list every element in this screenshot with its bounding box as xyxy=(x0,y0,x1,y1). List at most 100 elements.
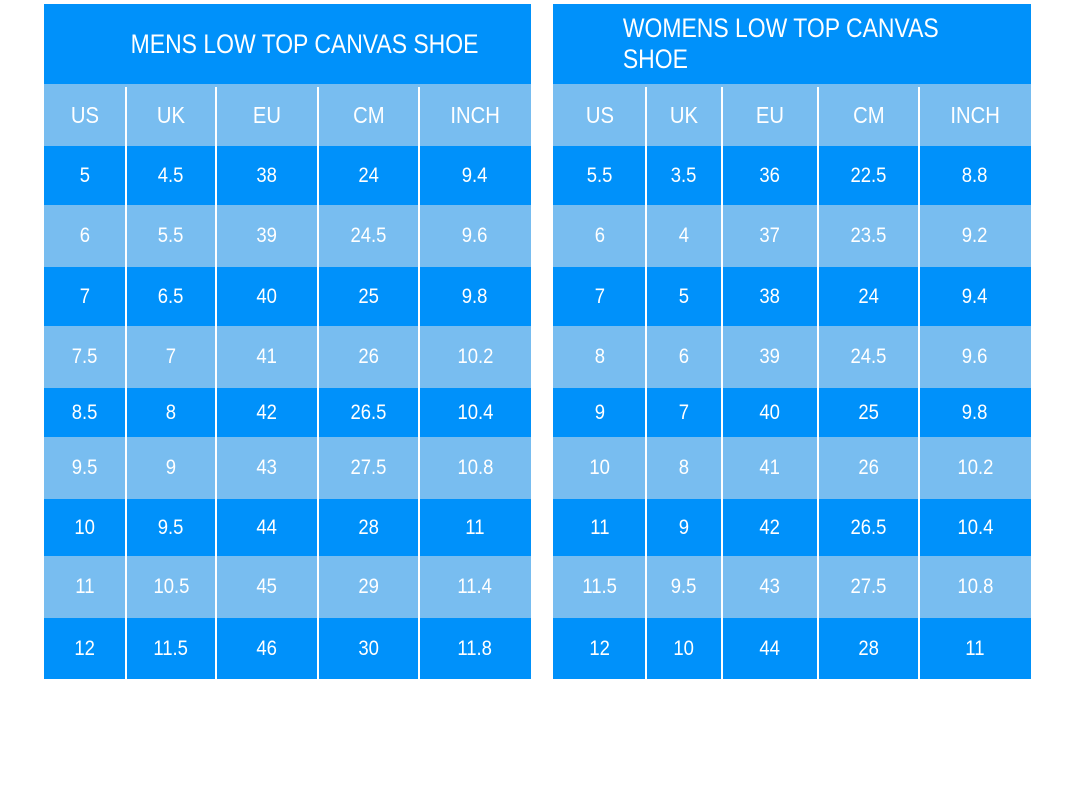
cell-text: 5 xyxy=(678,284,690,308)
cell-text: 36 xyxy=(759,163,781,187)
table-cell: 44 xyxy=(216,499,318,556)
table-cell: 4.5 xyxy=(126,146,216,205)
table-row: 10 8 41 26 10.2 xyxy=(553,437,1031,499)
column-header: EU xyxy=(722,84,818,146)
table-row: 11 9 42 26.5 10.4 xyxy=(553,499,1031,556)
table-cell: 30 xyxy=(318,618,419,679)
cell-text: 10.5 xyxy=(153,575,189,598)
cell-text: 38 xyxy=(759,284,781,308)
mens-size-table: MENS LOW TOP CANVAS SHOE US UK EU CM INCH 5 4.5… xyxy=(44,4,531,679)
column-header-row: US UK EU CM INCH xyxy=(44,84,531,146)
table-cell: 42 xyxy=(722,499,818,556)
table-cell: 22.5 xyxy=(818,146,919,205)
cell-text: 42 xyxy=(759,515,781,539)
cell-text: 26.5 xyxy=(350,400,387,424)
cell-text: 29 xyxy=(358,575,379,598)
cell-text: 40 xyxy=(256,284,278,308)
cell-text: 11.5 xyxy=(153,636,189,660)
table-cell: 11 xyxy=(44,556,126,618)
table-cell: 41 xyxy=(216,326,318,388)
column-header: CM xyxy=(818,84,919,146)
cell-text: 43 xyxy=(256,456,278,479)
table-cell: 38 xyxy=(216,146,318,205)
cell-text: 10.8 xyxy=(457,456,493,479)
cell-text: 22.5 xyxy=(850,163,887,187)
table-cell: 43 xyxy=(722,556,818,618)
column-divider xyxy=(721,87,723,679)
cell-text: 28 xyxy=(358,515,379,539)
table-cell: 11 xyxy=(419,499,531,556)
table-cell: 24.5 xyxy=(818,326,919,388)
cell-text: 7 xyxy=(79,284,91,308)
cell-text: 9.4 xyxy=(462,163,488,187)
column-header: UK xyxy=(646,84,722,146)
cell-text: 38 xyxy=(256,163,278,187)
table-cell: 10.4 xyxy=(419,388,531,437)
table-cell: 39 xyxy=(216,205,318,267)
column-header: CM xyxy=(318,84,419,146)
column-divider xyxy=(125,87,127,679)
cell-text: 25 xyxy=(858,400,879,424)
cell-text: 11.4 xyxy=(457,575,493,598)
table-cell: 46 xyxy=(216,618,318,679)
cell-text: 9.6 xyxy=(462,224,488,247)
table-cell: 9 xyxy=(646,499,722,556)
cell-text: 41 xyxy=(759,456,781,479)
table-cell: 36 xyxy=(722,146,818,205)
table-cell: 10 xyxy=(553,437,646,499)
table-cell: 10 xyxy=(44,499,126,556)
cell-text: US xyxy=(585,101,614,128)
table-cell: 5.5 xyxy=(553,146,646,205)
table-row: 8 6 39 24.5 9.6 xyxy=(553,326,1031,388)
cell-text: UK xyxy=(669,101,699,128)
table-cell: 25 xyxy=(818,388,919,437)
table-cell: 10.2 xyxy=(919,437,1031,499)
cell-text: 11.5 xyxy=(582,575,617,598)
table-row: 12 10 44 28 11 xyxy=(553,618,1031,679)
cell-text: CM xyxy=(352,101,385,128)
cell-text: 9 xyxy=(678,515,690,539)
cell-text: 6.5 xyxy=(158,284,184,308)
table-cell: 28 xyxy=(318,499,419,556)
table-cell: 28 xyxy=(818,618,919,679)
table-cell: 5 xyxy=(646,267,722,326)
cell-text: 9.4 xyxy=(962,284,988,308)
table-cell: 10.8 xyxy=(419,437,531,499)
table-cell: 26 xyxy=(318,326,419,388)
table-cell: 9.4 xyxy=(919,267,1031,326)
cell-text: 11 xyxy=(75,575,95,598)
cell-text: INCH xyxy=(450,101,500,128)
cell-text: 7 xyxy=(165,345,177,368)
cell-text: 12 xyxy=(74,636,96,660)
column-header: US xyxy=(44,84,126,146)
cell-text: UK xyxy=(156,101,186,128)
cell-text: 24 xyxy=(358,163,379,187)
table-title: MENS LOW TOP CANVAS SHOE xyxy=(44,4,531,84)
cell-text: 8 xyxy=(165,400,177,424)
cell-text: 6 xyxy=(678,345,690,368)
table-cell: 9.5 xyxy=(646,556,722,618)
cell-text: 39 xyxy=(256,224,278,247)
cell-text: US xyxy=(70,101,100,128)
table-cell: 7 xyxy=(553,267,646,326)
cell-text: 9.5 xyxy=(671,575,697,598)
table-cell: 12 xyxy=(44,618,126,679)
cell-text: 7.5 xyxy=(72,345,98,368)
cell-text: 41 xyxy=(256,345,278,368)
column-divider xyxy=(317,87,319,679)
table-cell: 11.8 xyxy=(419,618,531,679)
cell-text: 8.8 xyxy=(962,163,988,187)
table-title-text: MENS LOW TOP CANVAS SHOE xyxy=(130,28,479,59)
column-divider xyxy=(645,87,647,679)
table-cell: 11.4 xyxy=(419,556,531,618)
table-cell: 9 xyxy=(553,388,646,437)
cell-text: 9.6 xyxy=(962,345,988,368)
table-cell: 10 xyxy=(646,618,722,679)
table-cell: 8 xyxy=(553,326,646,388)
table-cell: 26.5 xyxy=(818,499,919,556)
table-cell: 6 xyxy=(646,326,722,388)
column-header: US xyxy=(553,84,646,146)
cell-text: 40 xyxy=(759,400,781,424)
cell-text: 26 xyxy=(358,345,379,368)
table-row: 8.5 8 42 26.5 10.4 xyxy=(44,388,531,437)
